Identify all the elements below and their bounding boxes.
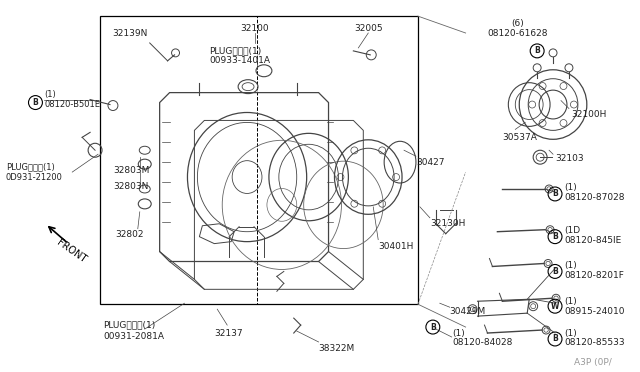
Text: 08120-B501E: 08120-B501E <box>44 100 100 109</box>
Text: 32139N: 32139N <box>112 29 148 38</box>
Text: 32100: 32100 <box>241 23 269 32</box>
Text: A3P (0P/: A3P (0P/ <box>574 358 612 367</box>
Text: 30429M: 30429M <box>450 307 486 316</box>
Text: (1): (1) <box>44 90 56 99</box>
Text: 08120-845lE: 08120-845lE <box>564 236 621 245</box>
Text: 38322M: 38322M <box>319 344 355 353</box>
Text: 00931-2081A: 00931-2081A <box>103 331 164 340</box>
Text: 32100H: 32100H <box>571 110 606 119</box>
Text: 08120-84028: 08120-84028 <box>452 339 513 347</box>
Text: 08120-87028: 08120-87028 <box>564 193 625 202</box>
Text: B: B <box>552 232 558 241</box>
Text: (1): (1) <box>452 328 465 337</box>
Bar <box>257 16 418 304</box>
Text: 0D931-21200: 0D931-21200 <box>6 173 63 182</box>
Text: B: B <box>552 267 558 276</box>
Text: B: B <box>33 98 38 107</box>
Text: PLUGプラグ(1): PLUGプラグ(1) <box>209 46 262 55</box>
Text: PLUGプラグ(1): PLUGプラグ(1) <box>6 163 54 171</box>
Text: 32005: 32005 <box>354 23 383 32</box>
Text: B: B <box>534 46 540 55</box>
Text: 08120-61628: 08120-61628 <box>487 29 548 38</box>
Text: B: B <box>552 334 558 343</box>
Text: B: B <box>552 189 558 198</box>
Text: PLUGプラグ(1): PLUGプラグ(1) <box>103 321 156 330</box>
Text: FRONT: FRONT <box>55 238 88 265</box>
Text: (1D: (1D <box>564 226 580 235</box>
Text: W: W <box>551 302 559 311</box>
Text: (1): (1) <box>564 183 577 192</box>
Text: 08915-24010: 08915-24010 <box>564 307 625 316</box>
Text: 08120-8201F: 08120-8201F <box>564 271 624 280</box>
Text: (1): (1) <box>564 328 577 337</box>
Text: (1): (1) <box>564 297 577 306</box>
Text: (6): (6) <box>511 19 524 28</box>
Text: 32137: 32137 <box>214 328 243 337</box>
Text: (1): (1) <box>564 261 577 270</box>
Text: 30537A: 30537A <box>502 133 537 142</box>
Text: 32130H: 32130H <box>430 219 465 228</box>
Text: 30401H: 30401H <box>378 242 413 251</box>
Text: B: B <box>430 323 436 331</box>
Text: 32803N: 32803N <box>113 183 148 192</box>
Text: 30427: 30427 <box>416 158 444 167</box>
Text: 32803M: 32803M <box>113 166 149 174</box>
Text: 32103: 32103 <box>555 154 584 163</box>
Text: 00933-1401A: 00933-1401A <box>209 56 270 65</box>
Text: 08120-85533: 08120-85533 <box>564 339 625 347</box>
Text: 32802: 32802 <box>115 230 143 239</box>
Bar <box>100 16 418 304</box>
